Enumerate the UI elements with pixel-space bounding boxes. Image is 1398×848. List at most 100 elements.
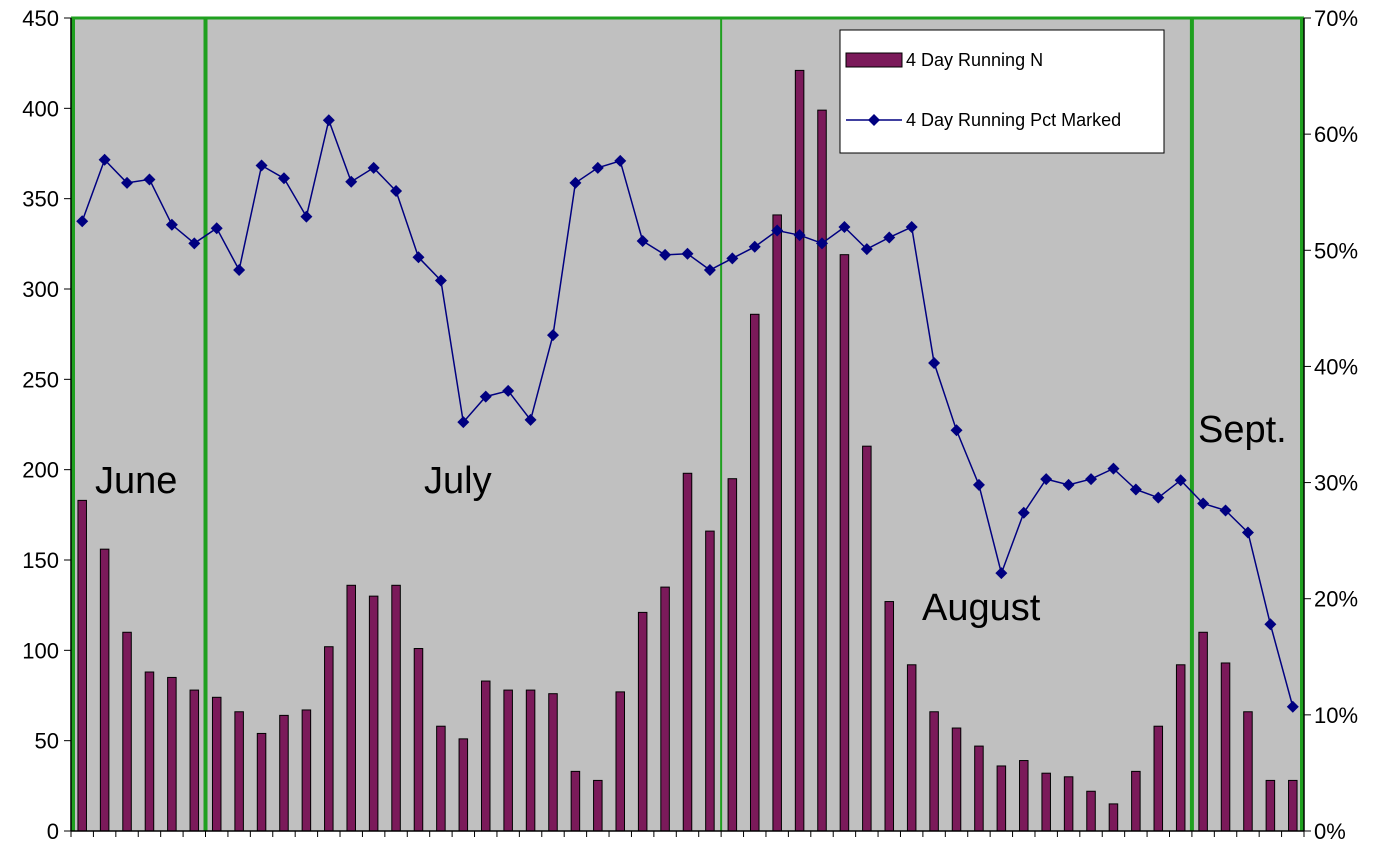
line-point xyxy=(1129,483,1142,496)
line-point xyxy=(905,221,918,234)
left-tick-label: 0 xyxy=(47,819,59,843)
x-axis-ticks xyxy=(70,830,1305,837)
month-label: Sept. xyxy=(1198,409,1287,451)
right-tick-label: 30% xyxy=(1314,471,1358,496)
right-tick-label: 70% xyxy=(1314,6,1358,31)
bar xyxy=(862,445,872,832)
line-point xyxy=(950,424,963,437)
line-point xyxy=(345,175,358,188)
bar xyxy=(884,601,895,832)
left-tick-label: 100 xyxy=(22,638,59,663)
bar xyxy=(1175,664,1186,832)
bar xyxy=(279,714,289,832)
left-tick-label: 50 xyxy=(35,729,59,754)
line-point xyxy=(210,222,223,235)
right-tick-label: 40% xyxy=(1314,354,1358,379)
line-point xyxy=(524,413,537,426)
legend-box xyxy=(839,29,1165,154)
right-tick-label: 50% xyxy=(1314,238,1358,263)
bar xyxy=(996,765,1007,832)
line-point xyxy=(1174,474,1187,487)
line-point xyxy=(928,356,941,369)
left-tick-label: 200 xyxy=(22,458,59,483)
bar xyxy=(705,530,715,832)
line-point xyxy=(546,329,559,342)
line-point xyxy=(1264,618,1277,631)
bar xyxy=(301,709,312,832)
legend-label-line: 4 Day Running Pct Marked xyxy=(906,110,1121,130)
line-point xyxy=(165,218,178,231)
bar xyxy=(570,770,581,832)
right-y-axis: 0% 10% 20% 30% 40% 50% 60% 70% xyxy=(1303,6,1358,844)
bar xyxy=(99,548,110,832)
bar xyxy=(1086,790,1096,832)
left-tick-label: 350 xyxy=(22,187,59,212)
bar xyxy=(391,584,401,832)
bar xyxy=(211,696,222,832)
bar xyxy=(77,499,87,832)
line-point xyxy=(591,161,604,174)
line-point xyxy=(614,154,627,167)
line-series xyxy=(76,114,1299,713)
bar xyxy=(637,611,648,832)
bar xyxy=(1265,779,1276,832)
line-point xyxy=(726,252,739,265)
line-point xyxy=(233,264,246,277)
line-point xyxy=(367,161,380,174)
line-point xyxy=(793,229,806,242)
bar xyxy=(615,691,626,832)
legend-label-bar: 4 Day Running N xyxy=(906,50,1043,70)
bar xyxy=(1108,803,1119,832)
bar xyxy=(234,711,244,832)
left-tick-label: 150 xyxy=(22,548,59,573)
line-point xyxy=(1085,473,1098,486)
line-point xyxy=(1017,506,1030,519)
line-point xyxy=(1062,478,1075,491)
bar xyxy=(660,586,670,832)
bar xyxy=(749,313,760,832)
bar xyxy=(525,689,536,832)
line-point xyxy=(277,172,290,185)
line-point xyxy=(883,231,896,244)
bar xyxy=(1288,779,1298,832)
line-point xyxy=(121,176,134,189)
bar xyxy=(368,595,379,832)
bar xyxy=(593,779,603,832)
line-point xyxy=(703,264,716,277)
bar xyxy=(1220,662,1231,832)
right-tick-label: 60% xyxy=(1314,122,1358,147)
left-y-axis: 0 50 100 150 200 250 300 350 400 450 xyxy=(22,6,72,844)
line-point xyxy=(1241,526,1254,539)
bar xyxy=(929,711,939,832)
line-point xyxy=(479,390,492,403)
bar xyxy=(817,109,827,832)
bar xyxy=(727,478,738,832)
line-point xyxy=(816,237,829,250)
bar xyxy=(1243,711,1253,832)
bar xyxy=(480,680,491,832)
bar xyxy=(324,646,334,832)
line-point xyxy=(412,251,425,264)
line-point xyxy=(76,215,89,228)
line-point xyxy=(502,384,515,397)
line-point xyxy=(748,240,761,253)
month-label: June xyxy=(95,460,177,502)
legend: 4 Day Running N 4 Day Running Pct Marked xyxy=(839,29,1165,154)
line-point xyxy=(838,221,851,234)
line-point xyxy=(569,176,582,189)
line-point xyxy=(188,237,201,250)
bar xyxy=(1153,725,1164,832)
right-tick-label: 0% xyxy=(1314,819,1346,843)
bar xyxy=(458,738,469,832)
line-point xyxy=(143,173,156,186)
left-tick-label: 450 xyxy=(22,6,59,31)
legend-swatch-marker xyxy=(868,114,880,126)
bar xyxy=(951,727,962,832)
bar xyxy=(906,664,917,832)
line-point xyxy=(771,224,784,237)
bar xyxy=(548,693,558,832)
line-point xyxy=(972,478,985,491)
line-point xyxy=(457,416,470,429)
